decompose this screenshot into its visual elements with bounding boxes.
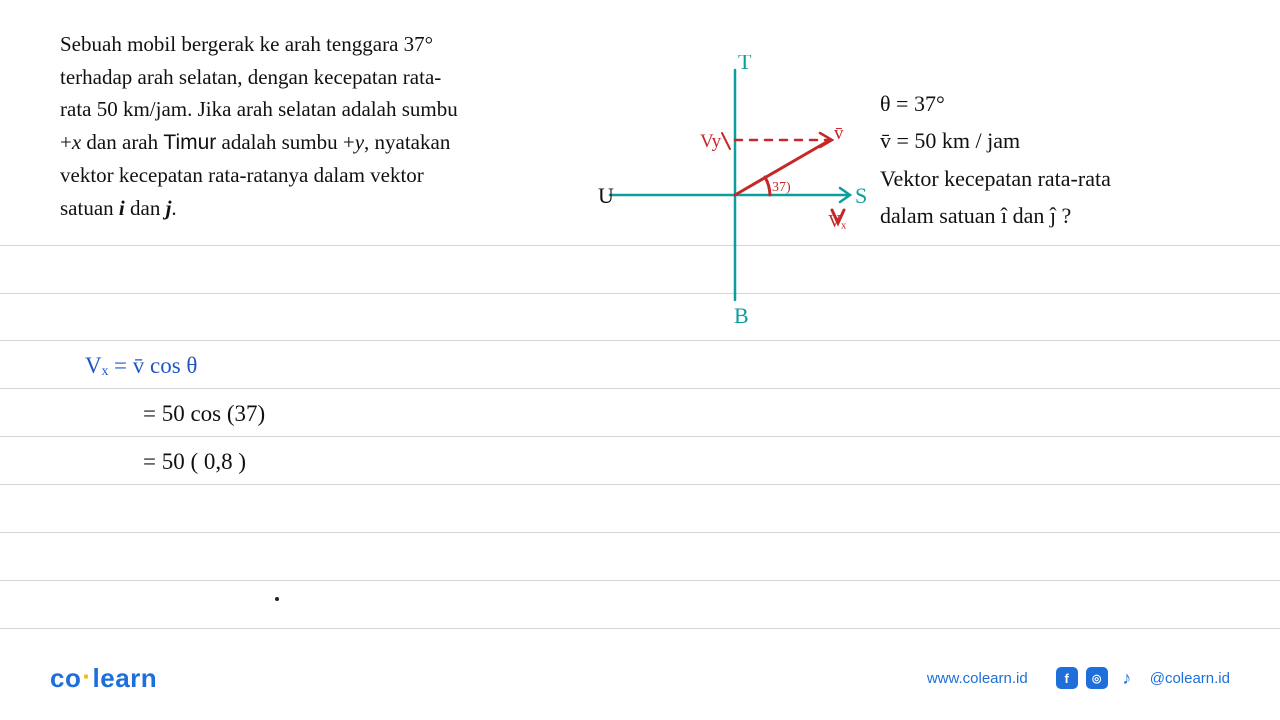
tiktok-icon[interactable]: ♪: [1116, 667, 1138, 689]
social-handle[interactable]: @colearn.id: [1150, 670, 1230, 687]
note-q2: dalam satuan î dan ĵ ?: [880, 197, 1111, 234]
svg-text:B: B: [734, 303, 749, 328]
ruled-line: [0, 340, 1280, 341]
problem-line5: vektor kecepatan rata-ratanya dalam vekt…: [60, 163, 424, 187]
work-row-3: = 50 ( 0,8 ): [85, 438, 265, 486]
problem-line6-end: .: [171, 196, 176, 220]
problem-var-y: y: [355, 130, 364, 154]
problem-line6-pre: satuan: [60, 196, 119, 220]
site-url[interactable]: www.colearn.id: [927, 670, 1028, 687]
problem-var-x: x: [72, 130, 81, 154]
logo-learn: learn: [93, 663, 158, 693]
brand-logo: co·learn: [50, 663, 157, 694]
given-notes: θ = 37° v̄ = 50 km / jam Vektor kecepata…: [880, 85, 1111, 235]
work-row-3-text: = 50 ( 0,8 ): [143, 449, 246, 475]
problem-line1: Sebuah mobil bergerak ke arah tenggara 3…: [60, 32, 433, 56]
problem-line3: rata 50 km/jam. Jika arah selatan adalah…: [60, 97, 458, 121]
note-q1: Vektor kecepatan rata-rata: [880, 160, 1111, 197]
page: Sebuah mobil bergerak ke arah tenggara 3…: [0, 0, 1280, 720]
svg-text:Vy: Vy: [700, 131, 722, 152]
problem-line2: terhadap arah selatan, dengan kecepatan …: [60, 65, 441, 89]
social-links: f ◎ ♪ @colearn.id: [1056, 667, 1230, 689]
problem-line6-mid: dan: [125, 196, 166, 220]
svg-text:U: U: [598, 183, 614, 208]
problem-line4-post: adalah sumbu +: [216, 130, 354, 154]
problem-text: Sebuah mobil bergerak ke arah tenggara 3…: [60, 28, 510, 224]
instagram-icon[interactable]: ◎: [1086, 667, 1108, 689]
vector-diagram: T S B U 37) Vₓ Vy v̄: [570, 55, 870, 335]
work-area: Vₓ = v̄ cos θ = 50 cos (37) = 50 ( 0,8 ): [85, 342, 265, 486]
ruled-line: [0, 628, 1280, 629]
svg-text:T: T: [738, 55, 752, 74]
svg-text:S: S: [855, 183, 867, 208]
diagram-svg: T S B U 37) Vₓ Vy v̄: [570, 55, 870, 335]
ruled-line: [0, 532, 1280, 533]
logo-co: co: [50, 663, 81, 693]
facebook-icon[interactable]: f: [1056, 667, 1078, 689]
problem-line4-end: , nyatakan: [364, 130, 450, 154]
svg-text:Vₓ: Vₓ: [828, 211, 847, 231]
work-row-2: = 50 cos (37): [85, 390, 265, 438]
work-row-1: Vₓ = v̄ cos θ: [85, 342, 265, 390]
stray-dot: [275, 597, 279, 601]
footer: co·learn www.colearn.id f ◎ ♪ @colearn.i…: [0, 658, 1280, 698]
ruled-line: [0, 580, 1280, 581]
note-v: v̄ = 50 km / jam: [880, 122, 1111, 159]
logo-dot-icon: ·: [81, 661, 92, 691]
svg-text:37): 37): [772, 180, 791, 195]
problem-line4-pre: +: [60, 130, 72, 154]
problem-line4-mid: dan arah: [81, 130, 163, 154]
problem-timur: Timur: [163, 131, 216, 154]
work-row-2-text: = 50 cos (37): [143, 401, 265, 427]
note-theta: θ = 37°: [880, 85, 1111, 122]
svg-text:v̄: v̄: [834, 123, 844, 144]
